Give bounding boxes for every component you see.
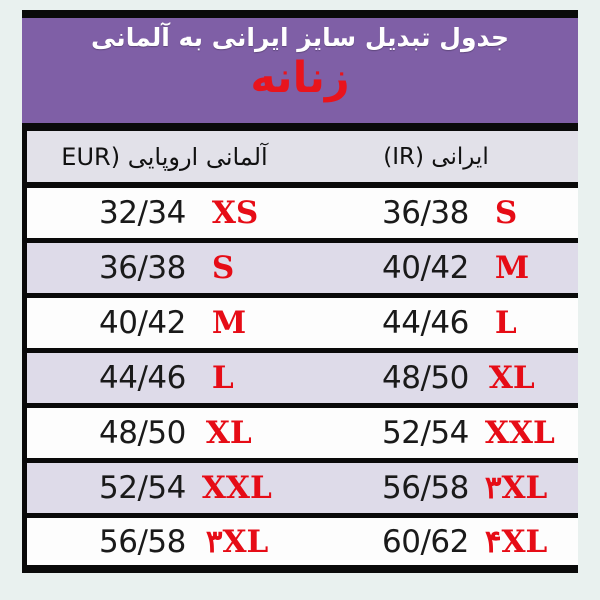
header-cell-iranian: ایرانی (IR) — [294, 131, 578, 182]
cell-european: 40/42 M — [22, 298, 294, 348]
cell-iranian: 44/46 L — [294, 298, 578, 348]
cell-european: 52/54 XXL — [22, 463, 294, 513]
table-row: 36/38 S 32/34 XS — [22, 188, 578, 243]
iranian-size: XXL — [484, 415, 555, 451]
chart-subtitle: زنانه — [250, 53, 350, 103]
cell-iranian: 40/42 M — [294, 243, 578, 293]
cell-european: 36/38 S — [22, 243, 294, 293]
table-header-row: ایرانی (IR) آلمانی اروپایی (EUR — [22, 131, 578, 188]
cell-iranian: 36/38 S — [294, 188, 578, 238]
iranian-number: 48/50 — [382, 360, 469, 396]
european-number: 52/54 — [99, 470, 186, 506]
cell-iranian: 52/54 XXL — [294, 408, 578, 458]
iranian-number: 40/42 — [382, 250, 469, 286]
banner: جدول تبدیل سایز ایرانی به آلمانی زنانه — [22, 10, 578, 131]
european-size: M — [211, 305, 247, 341]
cell-iranian: 48/50 XL — [294, 353, 578, 403]
banner-body: جدول تبدیل سایز ایرانی به آلمانی زنانه — [22, 18, 578, 123]
header-label-iranian: ایرانی (IR) — [383, 143, 489, 170]
european-size: XXL — [201, 470, 272, 506]
iranian-number: 56/58 — [382, 470, 469, 506]
european-size: XS — [211, 195, 259, 231]
european-number: 40/42 — [99, 305, 186, 341]
size-conversion-table: ایرانی (IR) آلمانی اروپایی (EUR 36/38 S … — [22, 131, 578, 586]
header-label-european: آلمانی اروپایی (EUR — [61, 142, 268, 171]
european-number: 48/50 — [99, 415, 186, 451]
european-size: XL — [205, 415, 252, 451]
european-number: 44/46 — [99, 360, 186, 396]
table-row: 60/62 ۴XL 56/58 ۳XL — [22, 518, 578, 573]
table-row: 44/46 L 40/42 M — [22, 298, 578, 353]
chart-title: جدول تبدیل سایز ایرانی به آلمانی — [91, 23, 509, 52]
cell-european: 44/46 L — [22, 353, 294, 403]
european-number: 56/58 — [99, 523, 186, 560]
table-row: 56/58 ۳XL 52/54 XXL — [22, 463, 578, 518]
header-cell-european: آلمانی اروپایی (EUR — [22, 131, 294, 182]
european-size: S — [211, 250, 235, 286]
european-size: ۳XL — [205, 523, 269, 560]
cell-european: 32/34 XS — [22, 188, 294, 238]
european-number: 36/38 — [99, 250, 186, 286]
table-row: 48/50 XL 44/46 L — [22, 353, 578, 408]
european-size: L — [211, 360, 234, 396]
cell-iranian: 60/62 ۴XL — [294, 518, 578, 565]
cell-iranian: 56/58 ۳XL — [294, 463, 578, 513]
iranian-size: S — [494, 195, 518, 231]
iranian-number: 36/38 — [382, 195, 469, 231]
iranian-number: 60/62 — [382, 523, 469, 560]
european-number: 32/34 — [99, 195, 186, 231]
iranian-size: L — [494, 305, 517, 341]
iranian-number: 44/46 — [382, 305, 469, 341]
iranian-size: XL — [488, 360, 535, 396]
table-row: 52/54 XXL 48/50 XL — [22, 408, 578, 463]
iranian-size: ۳XL — [484, 470, 548, 506]
banner-top-rule — [22, 10, 578, 18]
banner-bottom-rule — [22, 123, 578, 131]
cell-european: 56/58 ۳XL — [22, 518, 294, 565]
iranian-size: ۴XL — [484, 523, 548, 560]
iranian-number: 52/54 — [382, 415, 469, 451]
iranian-size: M — [494, 250, 530, 286]
table-row: 40/42 M 36/38 S — [22, 243, 578, 298]
cell-european: 48/50 XL — [22, 408, 294, 458]
